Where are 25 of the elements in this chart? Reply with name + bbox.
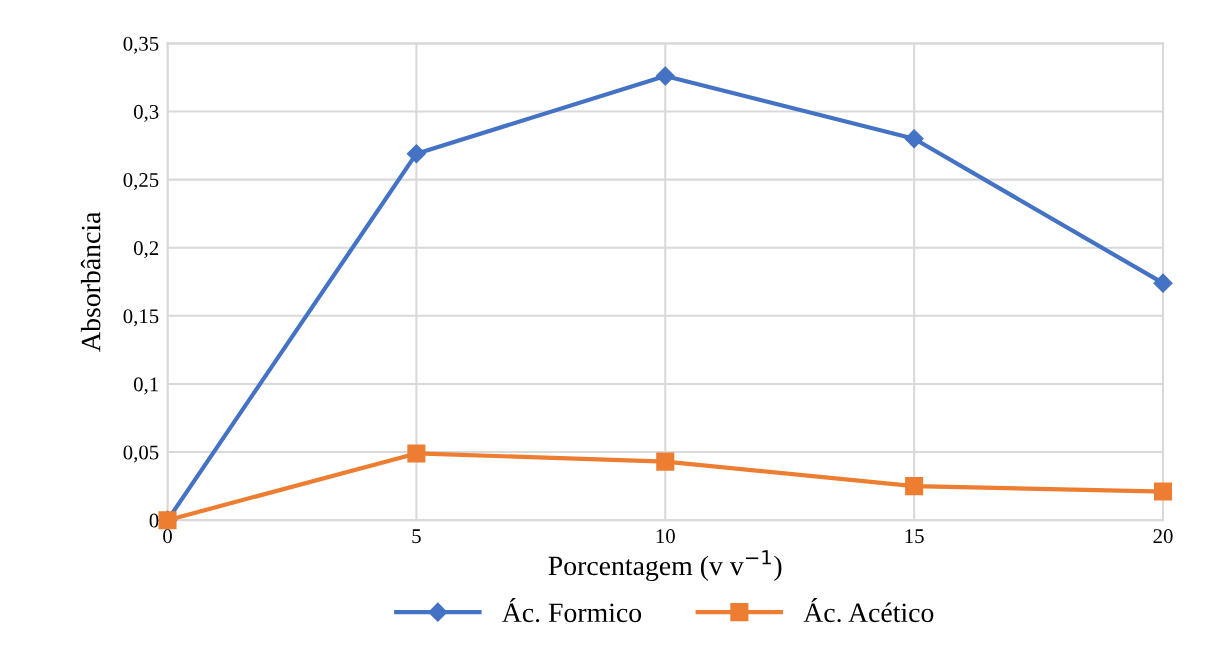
y-tick-label: 0,3 — [133, 104, 159, 122]
legend-label: Ác. Formico — [502, 598, 642, 623]
point — [1153, 273, 1173, 293]
point — [407, 444, 426, 463]
y-tick-label: 0,05 — [123, 445, 159, 463]
x-tick-label: 5 — [412, 529, 421, 544]
y-tick-label: 0,25 — [123, 172, 159, 191]
y-tick-label: 0,2 — [133, 241, 159, 259]
y-tick-label: 0,15 — [123, 309, 159, 327]
point — [656, 452, 675, 471]
point — [1153, 482, 1173, 501]
point — [905, 477, 924, 496]
x-tick-label: 20 — [1153, 529, 1173, 544]
y-tick-label: 0,35 — [123, 36, 159, 54]
legend-label: Ác. Acético — [803, 598, 934, 623]
y-tick-label: 0,1 — [133, 377, 158, 395]
point — [655, 66, 675, 86]
y-tick-label: 0 — [149, 513, 159, 528]
x-axis-title: Porcentagem (v v$^{−1}$) — [548, 550, 782, 581]
x-tick-label: 0 — [163, 529, 172, 544]
x-tick-label: 10 — [656, 529, 675, 544]
x-tick-label: 15 — [905, 529, 924, 544]
y-axis-title: Absorbância — [80, 211, 101, 352]
point — [904, 129, 924, 149]
point — [406, 144, 426, 164]
